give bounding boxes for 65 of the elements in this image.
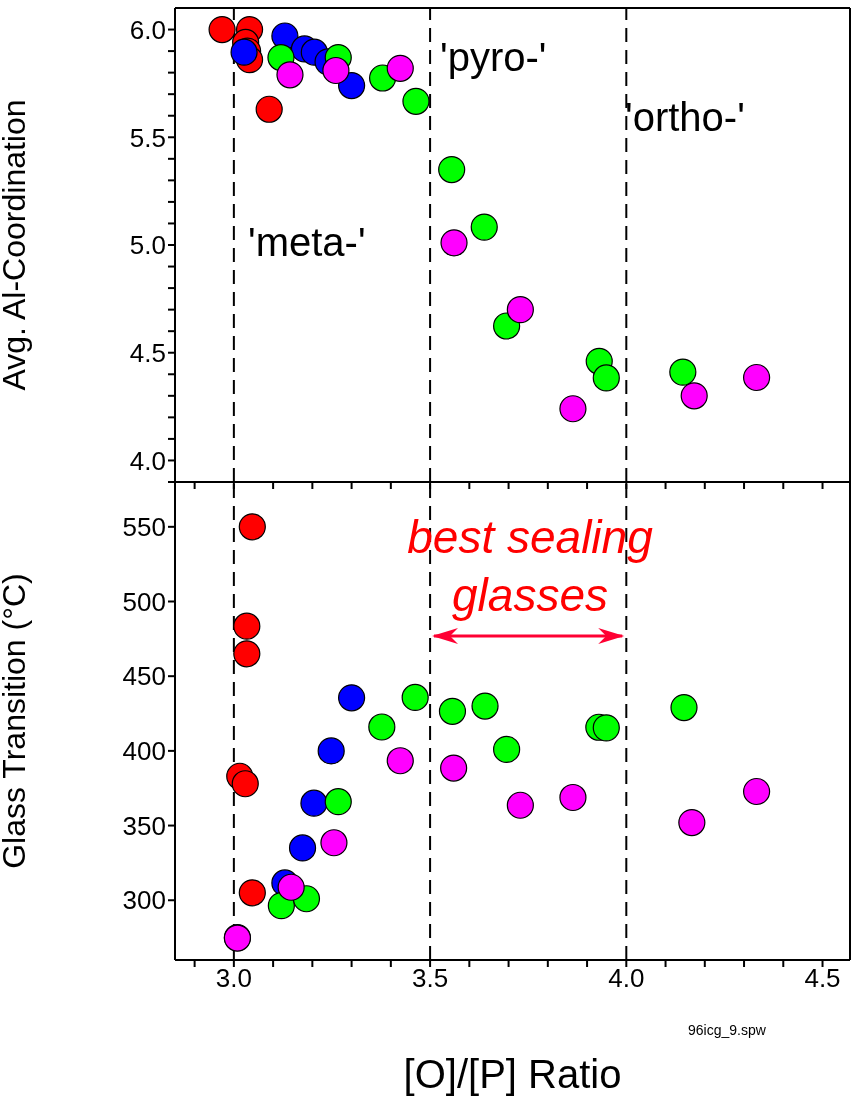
point bbox=[277, 873, 305, 901]
x-tick-label: 3.5 bbox=[412, 963, 449, 994]
point bbox=[338, 71, 366, 100]
y-tick-label: 4.5 bbox=[129, 337, 166, 368]
point bbox=[471, 692, 499, 720]
point bbox=[208, 15, 236, 44]
point bbox=[438, 697, 467, 725]
point bbox=[559, 395, 587, 423]
y-tick-label: 400 bbox=[122, 736, 166, 767]
y-tick-label: 6.0 bbox=[129, 14, 166, 45]
x-tick-label: 3.0 bbox=[215, 963, 252, 994]
point bbox=[438, 155, 466, 184]
point bbox=[320, 829, 348, 857]
point bbox=[506, 296, 534, 324]
point bbox=[368, 713, 396, 741]
point bbox=[324, 788, 352, 816]
point bbox=[288, 834, 317, 862]
point bbox=[276, 61, 304, 89]
point bbox=[386, 54, 414, 82]
annotation: 'pyro-' bbox=[440, 35, 547, 80]
y-axis-title: Glass Transition (°C) bbox=[0, 573, 33, 869]
point bbox=[317, 737, 345, 765]
y-tick-label: 550 bbox=[122, 512, 166, 543]
y-tick-label: 5.0 bbox=[129, 230, 166, 261]
point bbox=[678, 808, 706, 837]
annotation: 'meta-' bbox=[248, 220, 366, 265]
y-axis-title: Avg. Al-Coordination bbox=[0, 99, 33, 391]
point bbox=[743, 363, 771, 392]
point bbox=[233, 640, 261, 668]
point bbox=[743, 777, 771, 806]
point bbox=[670, 693, 698, 722]
point bbox=[592, 364, 620, 392]
point bbox=[440, 754, 468, 782]
point bbox=[592, 714, 620, 742]
annotation: glasses bbox=[451, 568, 609, 622]
y-tick-label: 500 bbox=[122, 586, 166, 617]
point bbox=[506, 791, 534, 819]
point bbox=[440, 229, 468, 257]
point bbox=[300, 789, 328, 817]
point bbox=[322, 56, 350, 85]
y-tick-label: 4.0 bbox=[129, 445, 166, 476]
annotation: 'ortho-' bbox=[625, 95, 745, 140]
point bbox=[231, 770, 259, 798]
point bbox=[233, 612, 261, 640]
point bbox=[680, 382, 708, 410]
point bbox=[669, 358, 697, 386]
y-tick-label: 350 bbox=[122, 810, 166, 841]
x-axis-title: [O]/[P] Ratio bbox=[403, 1052, 622, 1096]
point bbox=[386, 747, 414, 775]
point bbox=[493, 735, 521, 763]
y-tick-label: 5.5 bbox=[129, 122, 166, 153]
x-tick-label: 4.0 bbox=[608, 963, 645, 994]
point bbox=[402, 87, 430, 115]
point bbox=[338, 684, 366, 712]
y-tick-label: 300 bbox=[122, 885, 166, 916]
annotation: best sealing bbox=[406, 510, 654, 564]
point bbox=[559, 783, 587, 812]
point bbox=[238, 879, 266, 907]
point bbox=[255, 95, 283, 123]
point bbox=[238, 513, 266, 541]
point bbox=[470, 213, 498, 241]
text: 96icg_9.spw bbox=[688, 1022, 766, 1038]
point bbox=[401, 683, 429, 711]
x-tick-label: 4.5 bbox=[804, 963, 841, 994]
y-tick-label: 450 bbox=[122, 661, 166, 692]
